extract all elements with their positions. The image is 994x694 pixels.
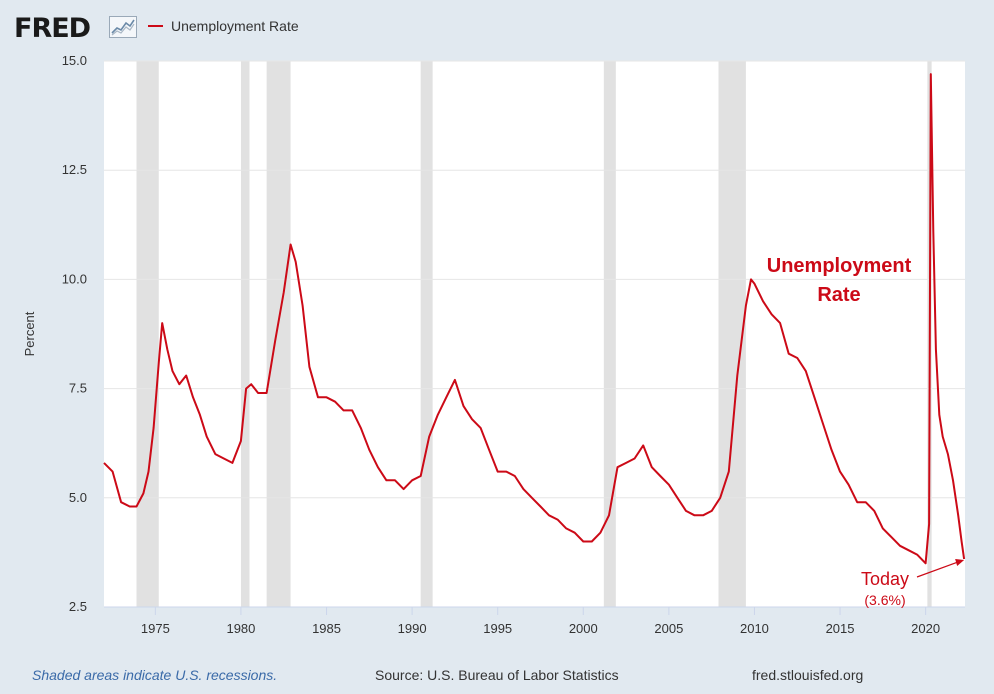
recession-band	[603, 61, 616, 607]
x-tick-label: 2005	[654, 621, 683, 636]
x-tick-label: 2020	[911, 621, 940, 636]
recession-band	[266, 61, 291, 607]
recession-band	[420, 61, 433, 607]
x-tick-label: 1980	[226, 621, 255, 636]
annotation-today-value: (3.6%)	[864, 592, 905, 608]
y-axis-label: Percent	[22, 311, 37, 356]
chart-legend[interactable]: Unemployment Rate	[148, 18, 299, 34]
x-axis-ticks: 1975 1980 1985 1990 1995 2000 2005 2010 2015 2020	[104, 606, 965, 636]
annotation-today-arrow	[916, 561, 959, 578]
recession-band	[136, 61, 159, 607]
y-tick-label: 5.0	[69, 490, 87, 505]
legend-swatch	[148, 25, 163, 27]
x-tick-label: 1985	[312, 621, 341, 636]
annotation-today-label: Today	[861, 569, 909, 589]
y-tick-label: 2.5	[69, 599, 87, 614]
plot-background	[104, 61, 965, 607]
annotation-series-label-line1: Unemployment	[767, 255, 912, 277]
annotation-today-arrowhead	[955, 558, 965, 566]
fred-logo[interactable]: FRED	[14, 13, 91, 44]
y-axis-ticks: 15.0 12.5 10.0 7.5 5.0 2.5	[62, 53, 87, 614]
website-link[interactable]: fred.stlouisfed.org	[752, 667, 864, 683]
y-tick-label: 10.0	[62, 271, 87, 286]
x-tick-label: 1990	[398, 621, 427, 636]
x-tick-label: 2000	[569, 621, 598, 636]
y-tick-label: 7.5	[69, 381, 87, 396]
annotation-series-label-line2: Rate	[817, 284, 860, 306]
x-tick-label: 1995	[483, 621, 512, 636]
x-tick-label: 2015	[826, 621, 855, 636]
x-tick-label: 1975	[141, 621, 170, 636]
source-credit: Source: U.S. Bureau of Labor Statistics	[375, 667, 619, 683]
recession-band	[718, 61, 746, 607]
line-chart-icon	[109, 16, 137, 38]
series-line-unemployment-rate[interactable]	[103, 73, 966, 565]
recession-band	[240, 61, 250, 607]
legend-label: Unemployment Rate	[171, 18, 299, 34]
y-tick-label: 15.0	[62, 53, 87, 68]
y-tick-label: 12.5	[62, 162, 87, 177]
x-tick-label: 2010	[740, 621, 769, 636]
recession-note: Shaded areas indicate U.S. recessions.	[32, 667, 278, 683]
